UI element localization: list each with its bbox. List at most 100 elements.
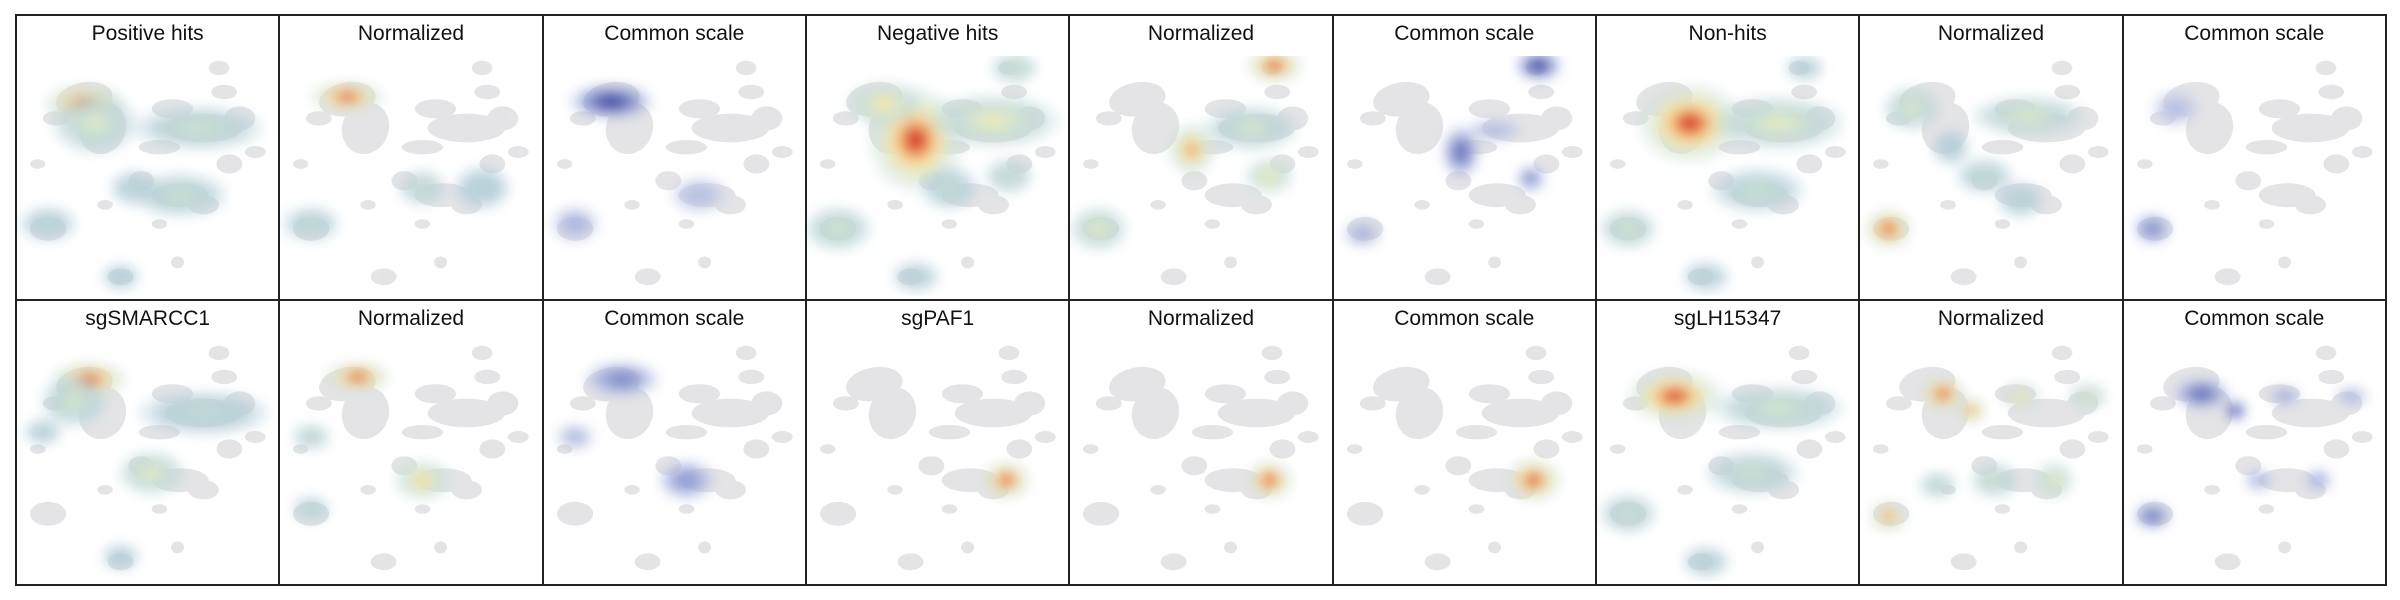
umap-background-cluster xyxy=(1132,101,1180,155)
umap-background-cluster xyxy=(1224,541,1238,554)
umap-background-cluster xyxy=(1481,398,1559,428)
density-plot xyxy=(283,60,529,286)
umap-background-cluster xyxy=(743,154,769,174)
umap-background-cluster xyxy=(1132,386,1180,440)
density-hotspot xyxy=(2016,196,2026,204)
umap-background-cluster xyxy=(918,456,945,476)
umap-background-cluster xyxy=(1886,396,1913,411)
density-hotspot xyxy=(2255,478,2262,483)
density-hotspot xyxy=(831,224,845,233)
umap-background-cluster xyxy=(750,391,782,416)
panel-title: Common scale xyxy=(2184,22,2325,45)
umap-background-cluster xyxy=(1731,504,1748,514)
umap-background-cluster xyxy=(605,386,653,440)
density-hotspot xyxy=(1265,476,1275,484)
umap-background-cluster xyxy=(211,369,238,385)
density-hotspot xyxy=(2315,478,2321,483)
umap-background-cluster xyxy=(2136,444,2153,454)
umap-background-cluster xyxy=(1217,398,1296,428)
umap-background-cluster xyxy=(29,444,46,454)
umap-background-cluster xyxy=(471,345,493,361)
density-panel: Common scale xyxy=(541,14,807,301)
umap-background-cluster xyxy=(427,113,506,143)
umap-background-cluster xyxy=(2014,256,2028,269)
umap-background-cluster xyxy=(306,111,333,126)
umap-background-cluster xyxy=(2294,195,2326,215)
umap-background-cluster xyxy=(1424,553,1451,571)
density-hotspot xyxy=(42,220,54,228)
density-panel: Normalized xyxy=(1858,299,2124,586)
umap-background-cluster xyxy=(2330,106,2362,131)
umap-background-cluster xyxy=(1359,396,1386,411)
density-hotspot xyxy=(1533,62,1543,69)
density-hotspot xyxy=(116,274,125,280)
umap-background-cluster xyxy=(998,345,1020,361)
panel-title: Normalized xyxy=(1937,307,2045,330)
density-hotspot xyxy=(1527,476,1539,485)
umap-background-cluster xyxy=(1096,396,1123,411)
umap-background-cluster xyxy=(556,501,593,526)
umap-background-cluster xyxy=(1540,391,1572,416)
umap-background-cluster xyxy=(1791,369,1818,385)
umap-background-cluster xyxy=(1677,485,1693,495)
umap-background-cluster xyxy=(735,60,757,76)
umap-background-cluster xyxy=(1982,425,2024,440)
umap-background-cluster xyxy=(415,99,457,119)
umap-background-cluster xyxy=(1181,171,1208,191)
umap-background-cluster xyxy=(691,113,769,143)
umap-background-cluster xyxy=(1824,431,1846,443)
density-plot xyxy=(551,60,793,286)
umap-background-cluster xyxy=(1751,541,1765,554)
umap-background-cluster xyxy=(2054,84,2081,100)
density-hotspot xyxy=(185,123,211,133)
umap-background-cluster xyxy=(2214,553,2241,571)
density-hotspot xyxy=(911,273,921,280)
umap-background-cluster xyxy=(2323,154,2349,174)
umap-background-cluster xyxy=(487,106,519,131)
density-hotspot xyxy=(1765,404,1791,413)
umap-background-cluster xyxy=(29,501,67,526)
umap-background-cluster xyxy=(2149,396,2176,411)
panel-title: Common scale xyxy=(604,22,745,45)
panel-title: sgLH15347 xyxy=(1673,307,1782,330)
umap-background-cluster xyxy=(954,398,1033,428)
umap-background-cluster xyxy=(1788,345,1810,361)
umap-background-cluster xyxy=(1150,200,1167,210)
umap-background-cluster xyxy=(1468,99,1510,119)
umap-background-cluster xyxy=(2059,154,2086,174)
umap-background-cluster xyxy=(1395,101,1443,155)
umap-background-cluster xyxy=(678,384,720,404)
umap-background-cluster xyxy=(1455,425,1497,440)
density-hotspot xyxy=(980,115,1007,126)
umap-background-cluster xyxy=(508,431,529,443)
umap-background-cluster xyxy=(1873,444,1889,454)
umap-background-cluster xyxy=(151,219,168,229)
umap-background-cluster xyxy=(2258,504,2274,514)
umap-background-cluster xyxy=(2051,345,2073,361)
density-hotspot xyxy=(2348,394,2355,398)
umap-background-cluster xyxy=(151,504,168,514)
umap-background-cluster xyxy=(1034,431,1056,443)
density-hotspot xyxy=(171,191,190,200)
density-hotspot xyxy=(614,376,629,383)
density-hotspot xyxy=(2195,390,2207,397)
umap-background-cluster xyxy=(1298,431,1319,443)
umap-background-cluster xyxy=(832,111,859,126)
umap-background-cluster xyxy=(714,480,746,500)
umap-background-cluster xyxy=(2088,146,2109,158)
density-hotspot xyxy=(1242,123,1261,133)
density-hotspot xyxy=(571,434,579,440)
umap-background-cluster xyxy=(1873,159,1889,169)
density-hotspot xyxy=(476,183,488,193)
umap-background-cluster xyxy=(623,485,640,495)
density-hotspot xyxy=(1990,476,2000,484)
umap-background-cluster xyxy=(293,159,309,169)
umap-background-cluster xyxy=(556,159,573,169)
umap-background-cluster xyxy=(1609,159,1626,169)
umap-background-cluster xyxy=(1160,268,1187,286)
umap-background-cluster xyxy=(1468,219,1484,229)
umap-background-cluster xyxy=(678,219,694,229)
density-hotspot xyxy=(1947,143,1955,151)
umap-background-cluster xyxy=(187,480,220,500)
density-hotspot xyxy=(2148,225,2156,232)
